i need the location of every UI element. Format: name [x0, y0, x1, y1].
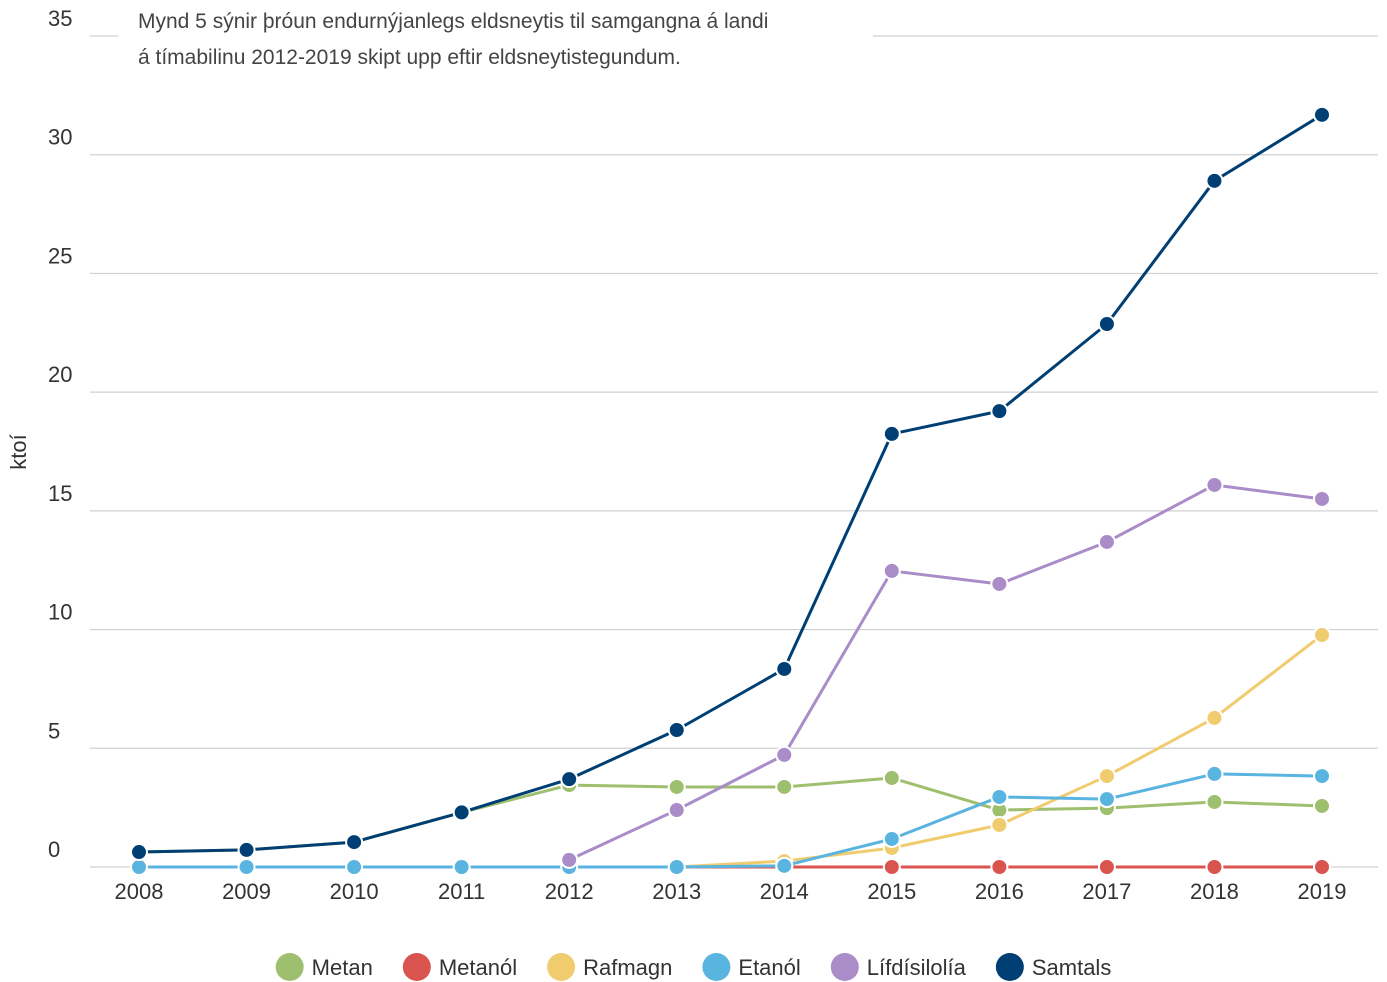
data-point	[1097, 532, 1116, 551]
data-point	[237, 840, 256, 859]
data-point	[1205, 792, 1224, 811]
data-point	[667, 801, 686, 820]
data-point	[345, 858, 364, 876]
data-point	[1205, 764, 1224, 783]
legend-label: Metanól	[439, 955, 517, 980]
chart-title: Mynd 5 sýnir þróun endurnýjanlegs eldsne…	[138, 10, 768, 33]
data-point	[1313, 767, 1331, 786]
y-axis-label: ktoí	[6, 434, 31, 469]
legend-swatch	[402, 953, 431, 981]
data-point	[775, 856, 794, 875]
data-point	[130, 858, 148, 876]
data-point	[882, 561, 901, 580]
data-point	[990, 815, 1009, 834]
legend-label: Lífdísilolía	[867, 955, 967, 980]
y-tick-label: 25	[48, 243, 72, 268]
data-point	[237, 858, 256, 876]
title-background	[118, 0, 873, 75]
y-tick-label: 10	[48, 600, 72, 625]
y-tick-label: 5	[48, 718, 60, 743]
y-tick-label: 15	[48, 481, 72, 506]
x-tick-label: 2008	[115, 879, 164, 904]
data-point	[1313, 626, 1331, 645]
x-tick-label: 2018	[1190, 879, 1239, 904]
x-tick-label: 2010	[330, 879, 379, 904]
series-line	[568, 483, 1323, 862]
data-point	[1205, 708, 1224, 727]
x-tick-label: 2014	[760, 879, 809, 904]
data-point	[1313, 105, 1331, 124]
data-point	[990, 402, 1009, 421]
series-line	[139, 633, 1323, 869]
legend-swatch	[995, 953, 1024, 981]
legend-label: Metan	[312, 955, 373, 980]
y-tick-label: 30	[48, 125, 72, 150]
legend-swatch	[547, 953, 576, 981]
x-tick-label: 2012	[545, 879, 594, 904]
chart-title: á tímabilinu 2012-2019 skipt upp eftir e…	[138, 46, 681, 69]
data-point	[1097, 858, 1116, 876]
x-tick-label: 2009	[222, 879, 271, 904]
y-tick-label: 0	[48, 837, 60, 862]
data-point	[990, 858, 1009, 876]
data-point	[345, 833, 364, 852]
data-point	[452, 858, 471, 876]
legend-label: Samtals	[1032, 955, 1111, 980]
data-point	[667, 858, 686, 876]
data-point	[1205, 858, 1224, 876]
x-tick-label: 2017	[1082, 879, 1131, 904]
data-point	[1097, 767, 1116, 786]
legend-label: Rafmagn	[583, 955, 672, 980]
data-point	[452, 803, 471, 822]
legend-label: Etanól	[738, 955, 800, 980]
data-point	[667, 777, 686, 796]
data-point	[882, 858, 901, 876]
data-point	[560, 850, 579, 869]
legend-swatch	[830, 953, 859, 981]
data-point	[667, 721, 686, 740]
data-point	[1313, 796, 1331, 815]
data-point	[882, 424, 901, 443]
data-point	[775, 659, 794, 678]
x-tick-label: 2015	[867, 879, 916, 904]
legend-swatch	[275, 953, 304, 981]
data-point	[560, 770, 579, 789]
x-tick-label: 2016	[975, 879, 1024, 904]
legend-swatch	[702, 953, 731, 981]
data-point	[1097, 790, 1116, 809]
x-tick-label: 2019	[1298, 879, 1347, 904]
grid	[90, 35, 1378, 868]
data-point	[775, 777, 794, 796]
data-point	[775, 745, 794, 764]
data-point	[1313, 489, 1331, 508]
data-point	[882, 829, 901, 848]
y-tick-label: 20	[48, 362, 72, 387]
y-tick-label: 35	[48, 6, 72, 31]
data-point	[990, 787, 1009, 806]
series-line	[138, 113, 1323, 854]
x-tick-label: 2013	[652, 879, 701, 904]
data-point	[1205, 475, 1224, 494]
data-point	[882, 768, 901, 787]
data-point	[1313, 858, 1331, 876]
data-point	[1097, 315, 1116, 334]
data-point	[990, 574, 1009, 593]
x-tick-label: 2011	[438, 879, 485, 904]
series-line	[139, 772, 1323, 869]
data-point	[1205, 171, 1224, 190]
data-point	[130, 843, 148, 862]
